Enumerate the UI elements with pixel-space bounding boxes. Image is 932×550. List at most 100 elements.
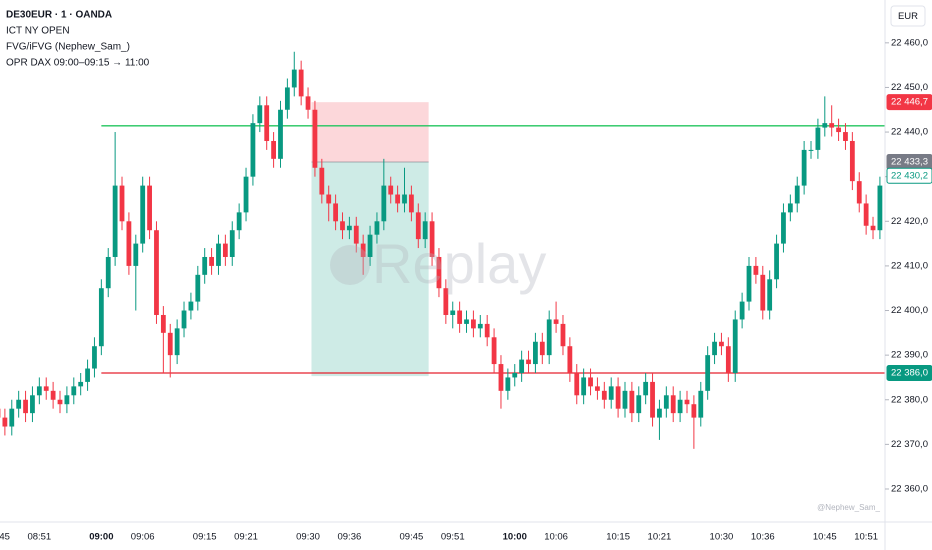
- candle-body: [443, 288, 449, 315]
- candle-body: [567, 346, 573, 373]
- x-tick-label: 10:51: [854, 532, 878, 543]
- x-tick-label: 09:06: [131, 532, 155, 543]
- candle-body: [856, 181, 862, 204]
- candle-body: [333, 203, 339, 222]
- y-tick-label: 22 440,0: [891, 127, 928, 138]
- candle-body: [477, 323, 483, 329]
- candle-body: [408, 194, 414, 213]
- y-tick-label: 22 370,0: [891, 439, 928, 450]
- x-tick-label: 10:15: [606, 532, 630, 543]
- candle-body: [312, 109, 318, 168]
- y-tick-label: 22 420,0: [891, 216, 928, 227]
- candle-body: [367, 234, 373, 257]
- candle-body: [636, 395, 642, 414]
- candle-body: [16, 399, 22, 409]
- candle-body: [746, 265, 752, 302]
- candle-body: [291, 69, 297, 88]
- candle-body: [801, 149, 807, 186]
- candle-body: [712, 341, 717, 356]
- candle-body: [505, 377, 511, 391]
- candle-body: [767, 279, 773, 311]
- candle-body: [794, 185, 800, 204]
- candle-body: [663, 395, 669, 409]
- candle-body: [829, 123, 835, 128]
- candle-body: [195, 274, 201, 302]
- y-tick-label: 22 410,0: [891, 260, 928, 271]
- currency-button[interactable]: [890, 5, 926, 27]
- candle-body: [119, 185, 125, 222]
- candle-body: [553, 319, 559, 324]
- x-tick-label: 09:15: [193, 532, 217, 543]
- candle-body: [64, 395, 70, 405]
- candle-body: [595, 386, 600, 391]
- candle-body: [257, 105, 263, 124]
- currency[interactable]: EUR: [898, 11, 918, 22]
- price-tag-label: 22 446,7: [891, 97, 928, 108]
- candle-body: [271, 140, 276, 159]
- x-tick-label: 09:21: [234, 532, 258, 543]
- candle-body: [85, 368, 90, 382]
- candle-body: [526, 359, 531, 365]
- price-tag-label: 22 433,3: [891, 156, 928, 167]
- candle-body: [222, 243, 228, 257]
- candle-body: [533, 341, 538, 365]
- x-tick-label: 09:36: [337, 532, 361, 543]
- candle-body: [519, 359, 525, 373]
- candle-body: [278, 109, 283, 159]
- candle-body: [167, 332, 173, 356]
- candle-body: [112, 185, 118, 257]
- y-tick-label: 22 380,0: [891, 394, 928, 405]
- candle-body: [836, 127, 841, 133]
- candle-body: [92, 346, 97, 369]
- candle-body: [863, 203, 869, 226]
- author: @Nephew_Sam_: [817, 503, 880, 512]
- candle-body: [581, 377, 587, 396]
- y-tick-label: 22 390,0: [891, 350, 928, 361]
- candle-body: [787, 203, 793, 213]
- y-tick-label: 22 400,0: [891, 305, 928, 316]
- watermark-text: Replay: [372, 232, 546, 295]
- y-tick-label: 22 450,0: [891, 82, 928, 93]
- candle-body: [870, 225, 876, 231]
- candle-body: [264, 105, 270, 141]
- candle-body: [422, 221, 428, 240]
- candle-body: [608, 386, 614, 400]
- candle-body: [147, 185, 152, 231]
- y-tick-label: 22 460,0: [891, 37, 928, 48]
- price-tag-label: 22 430,2: [891, 170, 928, 181]
- candle-body: [739, 301, 745, 320]
- candle-body: [140, 185, 146, 244]
- candle-body: [512, 372, 518, 378]
- candle-body: [464, 319, 469, 324]
- candle-body: [402, 194, 407, 204]
- candle-body: [381, 185, 387, 222]
- candle-body: [340, 221, 345, 231]
- x-tick-label: 10:45: [813, 532, 837, 543]
- candle-body: [360, 243, 366, 257]
- x-tick-label: 08:51: [27, 532, 51, 543]
- x-tick-label: 10:21: [648, 532, 672, 543]
- candle-body: [250, 123, 256, 177]
- candle-body: [560, 323, 566, 347]
- candle-body: [732, 319, 738, 373]
- candle-body: [43, 386, 49, 391]
- x-tick-label: 09:30: [296, 532, 320, 543]
- candle-body: [760, 274, 766, 311]
- candle-body: [133, 243, 139, 266]
- candle-body: [298, 69, 304, 97]
- candle-body: [574, 372, 580, 396]
- candle-body: [719, 341, 724, 347]
- candle-body: [849, 140, 855, 182]
- symbol: DE30EUR · 1 · OANDA: [6, 10, 112, 21]
- candle-body: [843, 132, 848, 141]
- candle-body: [457, 310, 463, 324]
- candle-body: [415, 212, 421, 240]
- indicator: ICT NY OPEN: [6, 26, 70, 37]
- x-tick-label: 10:30: [710, 532, 734, 543]
- candle-body: [684, 399, 690, 405]
- candle-body: [30, 395, 35, 414]
- candle-body: [209, 256, 214, 266]
- candle-body: [808, 149, 814, 151]
- candle-body: [36, 386, 42, 396]
- candle-body: [484, 323, 490, 338]
